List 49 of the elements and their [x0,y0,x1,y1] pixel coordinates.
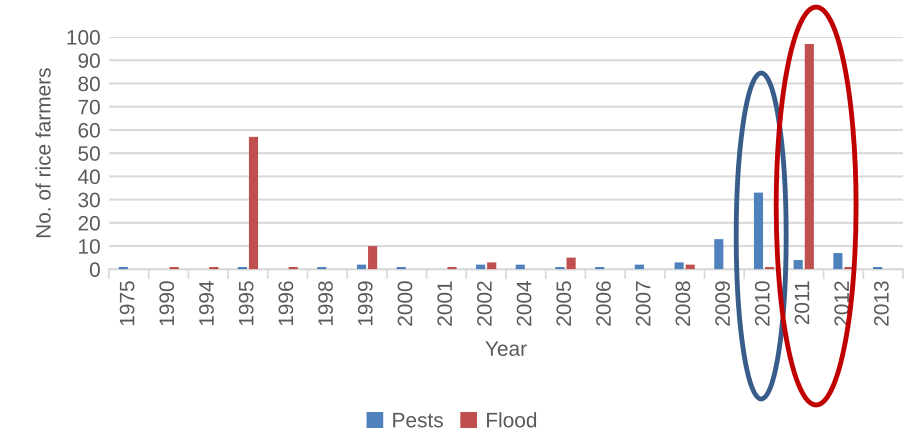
bar [248,136,258,270]
y-tick-label: 40 [78,169,100,184]
x-tick-label: 1994 [199,281,214,326]
x-tick-label: 2007 [636,281,651,326]
y-tick-label: 70 [78,100,100,114]
legend-label: Pests [393,412,443,428]
y-tick-label: 80 [78,76,100,92]
x-tick-label: 1995 [238,281,254,326]
legend-label: Flood [487,412,536,428]
y-tick-label: 90 [78,53,100,68]
bar [674,262,684,270]
bar [833,253,842,270]
bar [634,264,644,270]
y-tick-label: 20 [78,216,100,231]
bar [714,239,724,270]
x-tick-label: 2001 [437,281,452,326]
bar [368,246,378,270]
bar [476,264,486,270]
bar [356,264,366,270]
bar [566,258,576,270]
x-axis-title: Year [485,341,527,356]
y-tick-label: 60 [78,122,100,138]
x-tick-label: 2004 [516,281,532,326]
y-tick-label: 0 [90,262,100,278]
x-tick-label: 2013 [874,281,889,326]
y-tick-label: 30 [78,192,100,208]
x-tick-label: 2008 [675,281,690,326]
bar [794,260,803,270]
x-tick-label: 2006 [596,281,611,326]
y-axis-title: No. of rice farmers [35,68,51,238]
bar [804,44,814,270]
x-tick-label: 2009 [715,281,730,326]
x-tick-label: 1999 [358,281,373,326]
x-tick-label: 1975 [120,281,134,326]
x-tick-label: 1990 [159,281,174,326]
x-tick-label: 2002 [476,281,492,326]
x-tick-label: 2005 [556,281,572,326]
x-tick-label: 1996 [278,281,294,326]
bar [754,192,764,270]
bar [487,262,496,270]
x-tick-label: 2000 [398,281,412,326]
y-tick-label: 50 [78,146,100,161]
x-tick-label: 2010 [754,281,770,326]
x-tick-label: 1998 [318,281,333,326]
bar [516,264,525,270]
y-tick-label: 10 [79,239,100,254]
y-tick-label: 100 [68,30,100,45]
x-tick-label: 2011 [794,281,810,324]
bar [686,264,695,270]
